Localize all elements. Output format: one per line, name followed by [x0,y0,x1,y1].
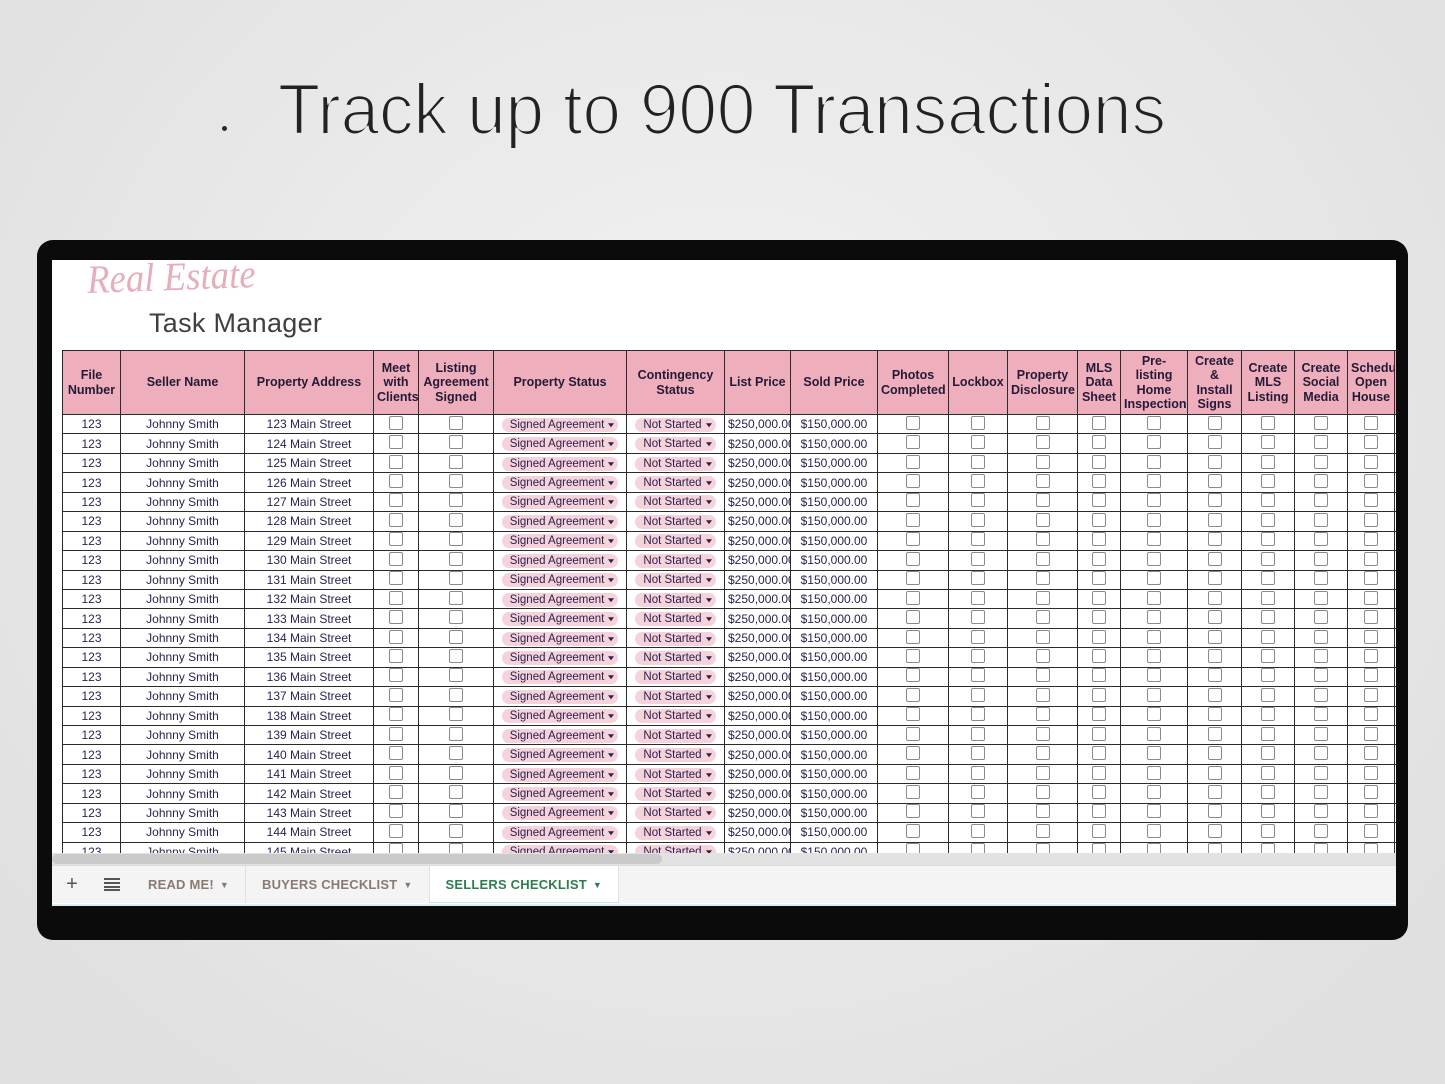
svg-text:Track up to 900 Transactions: Track up to 900 Transactions [278,71,1166,150]
